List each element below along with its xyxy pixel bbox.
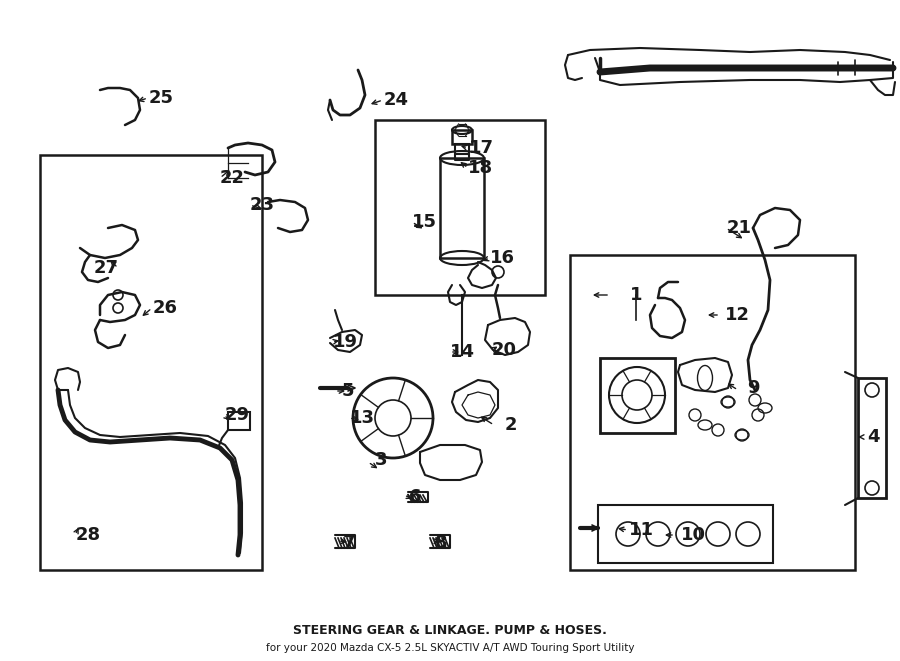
Text: 25: 25 xyxy=(148,89,174,107)
Text: 17: 17 xyxy=(469,139,493,157)
Text: 12: 12 xyxy=(724,306,750,324)
Bar xyxy=(570,255,855,570)
Text: 26: 26 xyxy=(152,299,177,317)
Text: 14: 14 xyxy=(449,343,474,361)
Text: 5: 5 xyxy=(342,382,355,400)
Text: 22: 22 xyxy=(220,169,245,187)
Bar xyxy=(598,505,773,563)
Text: STEERING GEAR & LINKAGE. PUMP & HOSES.: STEERING GEAR & LINKAGE. PUMP & HOSES. xyxy=(293,623,607,637)
Text: 3: 3 xyxy=(374,451,387,469)
Text: 15: 15 xyxy=(411,213,436,231)
Text: 2: 2 xyxy=(505,416,518,434)
Text: for your 2020 Mazda CX-5 2.5L SKYACTIV A/T AWD Touring Sport Utility: for your 2020 Mazda CX-5 2.5L SKYACTIV A… xyxy=(266,643,634,653)
Text: 27: 27 xyxy=(94,259,119,277)
Text: 28: 28 xyxy=(76,526,101,544)
Bar xyxy=(375,120,545,295)
Text: 1: 1 xyxy=(630,286,643,304)
Text: 24: 24 xyxy=(383,91,409,109)
Text: 29: 29 xyxy=(224,406,249,424)
Text: 20: 20 xyxy=(491,341,517,359)
Text: 6: 6 xyxy=(409,488,421,506)
Bar xyxy=(40,155,262,570)
Text: 19: 19 xyxy=(332,333,357,351)
Text: 4: 4 xyxy=(867,428,879,446)
Text: 9: 9 xyxy=(747,379,760,397)
Text: 23: 23 xyxy=(249,196,274,214)
Text: 16: 16 xyxy=(490,249,515,267)
Text: 18: 18 xyxy=(468,159,493,177)
Text: 13: 13 xyxy=(349,409,374,427)
Text: 8: 8 xyxy=(435,534,447,552)
Bar xyxy=(455,144,469,154)
Bar xyxy=(440,158,484,258)
Text: 11: 11 xyxy=(628,521,653,539)
Bar xyxy=(452,130,472,144)
Text: 10: 10 xyxy=(680,526,706,544)
Text: 21: 21 xyxy=(726,219,752,237)
Bar xyxy=(600,358,675,433)
Bar xyxy=(228,412,250,430)
Bar xyxy=(858,378,886,498)
Text: 7: 7 xyxy=(343,534,356,552)
